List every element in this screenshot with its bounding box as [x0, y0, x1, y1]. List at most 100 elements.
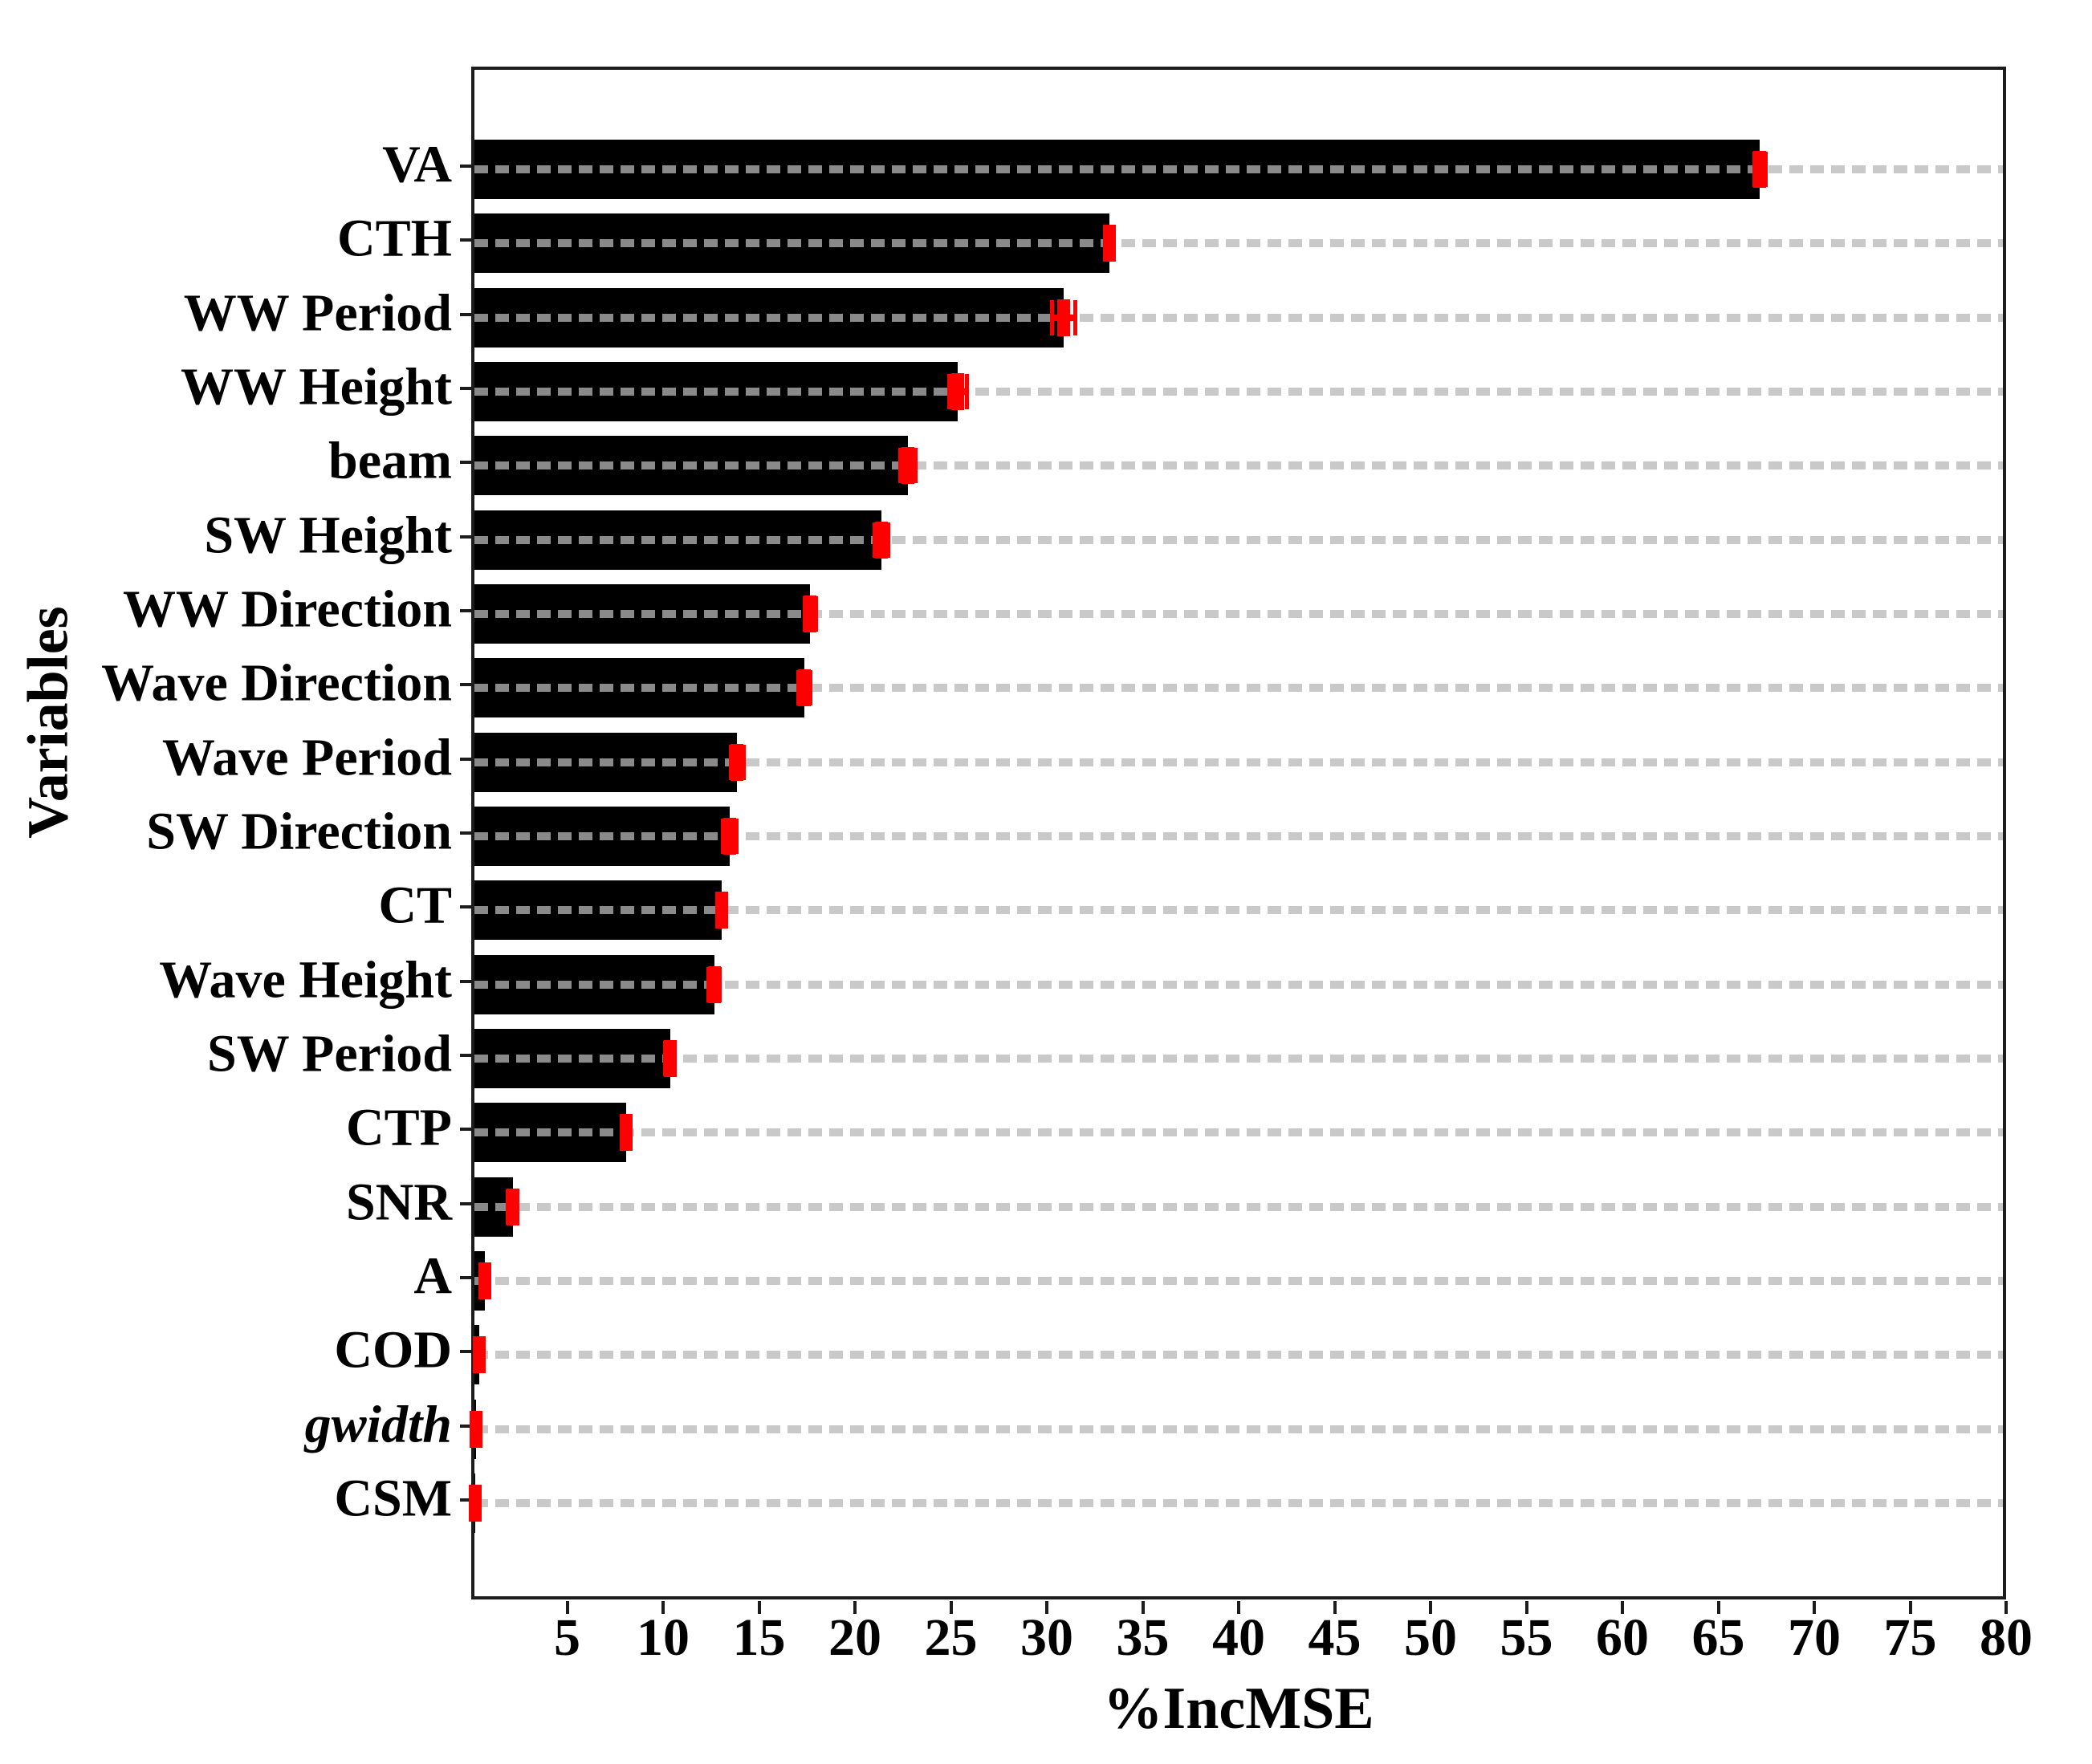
y-tick-mark: [460, 165, 471, 168]
x-tick-label: 35: [1116, 1608, 1170, 1667]
error-bar-cap-left: [898, 448, 903, 484]
grid-line: [474, 313, 2003, 322]
error-bar-marker: [472, 1336, 486, 1374]
error-bar-marker: [478, 1262, 492, 1299]
y-tick-mark: [460, 238, 471, 242]
y-tick-mark: [460, 905, 471, 909]
grid-line-over-bar: [474, 165, 1760, 173]
x-tick-mark: [1237, 1601, 1240, 1614]
error-bar-marker: [722, 817, 736, 855]
x-tick-mark: [661, 1601, 665, 1614]
y-tick-label: CT: [378, 876, 452, 935]
x-tick-label: 10: [637, 1608, 690, 1667]
x-tick-label: 55: [1500, 1608, 1553, 1667]
error-bar-marker: [1103, 225, 1117, 262]
x-tick-mark: [1333, 1601, 1337, 1614]
grid-line: [474, 758, 2003, 766]
error-bar-marker: [798, 669, 812, 707]
grid-line-over-bar: [474, 461, 909, 470]
x-tick-label: 45: [1308, 1608, 1361, 1667]
y-tick-mark: [460, 608, 471, 612]
y-tick-label: COD: [334, 1320, 452, 1380]
y-tick-label: WW Direction: [122, 579, 452, 639]
error-bar-cap-left: [721, 818, 725, 854]
grid-line-over-bar: [474, 313, 1064, 322]
grid-line-over-bar: [474, 1128, 626, 1137]
error-bar-cap-left: [728, 744, 733, 780]
y-tick-mark: [460, 1350, 471, 1354]
grid-line: [474, 1276, 2003, 1285]
error-bar-cap-right: [734, 818, 739, 854]
error-bar-cap-right: [914, 448, 918, 484]
y-tick-mark: [460, 1424, 471, 1428]
x-tick-label: 25: [924, 1608, 978, 1667]
grid-line-over-bar: [474, 831, 730, 840]
y-tick-label: Wave Height: [159, 950, 452, 1010]
y-tick-label: CTP: [346, 1098, 452, 1157]
x-tick-mark: [1621, 1601, 1624, 1614]
y-tick-mark: [460, 1053, 471, 1057]
error-bar-marker: [663, 1039, 677, 1077]
x-tick-mark: [565, 1601, 569, 1614]
y-tick-mark: [460, 979, 471, 983]
grid-line: [474, 1351, 2003, 1360]
x-tick-label: 5: [554, 1608, 580, 1667]
error-bar-marker: [506, 1188, 519, 1225]
x-tick-mark: [1813, 1601, 1816, 1614]
grid-line: [474, 906, 2003, 915]
x-tick-label: 60: [1596, 1608, 1649, 1667]
grid-line: [474, 535, 2003, 544]
grid-line: [474, 1425, 2003, 1433]
grid-line: [474, 1054, 2003, 1063]
x-tick-mark: [1429, 1601, 1432, 1614]
y-tick-label: Wave Period: [161, 728, 452, 787]
y-tick-mark: [460, 386, 471, 390]
x-tick-label: 80: [1980, 1608, 2033, 1667]
grid-line: [474, 684, 2003, 693]
x-tick-label: 20: [828, 1608, 881, 1667]
error-bar-marker: [619, 1114, 633, 1152]
grid-line-over-bar: [474, 535, 881, 544]
error-bar-cap-left: [872, 522, 877, 558]
y-tick-mark: [460, 683, 471, 687]
x-tick-label: 50: [1404, 1608, 1457, 1667]
grid-line-over-bar: [474, 758, 738, 766]
y-tick-label: SNR: [345, 1173, 452, 1232]
grid-line: [474, 387, 2003, 396]
x-axis-title: %IncMSE: [1103, 1676, 1374, 1742]
y-tick-mark: [460, 831, 471, 835]
x-tick-mark: [949, 1601, 953, 1614]
y-tick-label: VA: [382, 135, 452, 194]
error-bar-marker: [715, 892, 729, 929]
y-tick-label: gwidth: [304, 1395, 452, 1454]
y-axis-title: Variables: [16, 606, 80, 839]
x-tick-mark: [1716, 1601, 1720, 1614]
x-tick-mark: [1524, 1601, 1528, 1614]
y-tick-label: beam: [328, 431, 452, 490]
error-bar-marker: [707, 965, 721, 1003]
grid-line-over-bar: [474, 684, 805, 693]
x-tick-label: 15: [732, 1608, 786, 1667]
error-bar-marker: [874, 521, 888, 559]
grid-line: [474, 980, 2003, 989]
grid-line: [474, 831, 2003, 840]
grid-line-over-bar: [474, 239, 1110, 248]
y-tick-label: A: [413, 1246, 452, 1306]
y-tick-label: SW Period: [207, 1024, 452, 1083]
x-tick-mark: [1141, 1601, 1145, 1614]
y-tick-mark: [460, 1201, 471, 1205]
error-bar-cap-right: [964, 373, 969, 409]
y-tick-label: Wave Direction: [101, 653, 452, 713]
y-tick-mark: [460, 461, 471, 465]
error-bar-marker: [951, 372, 965, 410]
error-bar-marker: [470, 1410, 483, 1448]
grid-line: [474, 461, 2003, 470]
x-tick-label: 70: [1788, 1608, 1841, 1667]
x-tick-label: 30: [1020, 1608, 1073, 1667]
y-tick-label: CTH: [336, 209, 452, 269]
grid-line: [474, 1202, 2003, 1211]
grid-line-over-bar: [474, 906, 722, 915]
x-tick-mark: [757, 1601, 761, 1614]
y-tick-label: SW Direction: [146, 802, 452, 861]
